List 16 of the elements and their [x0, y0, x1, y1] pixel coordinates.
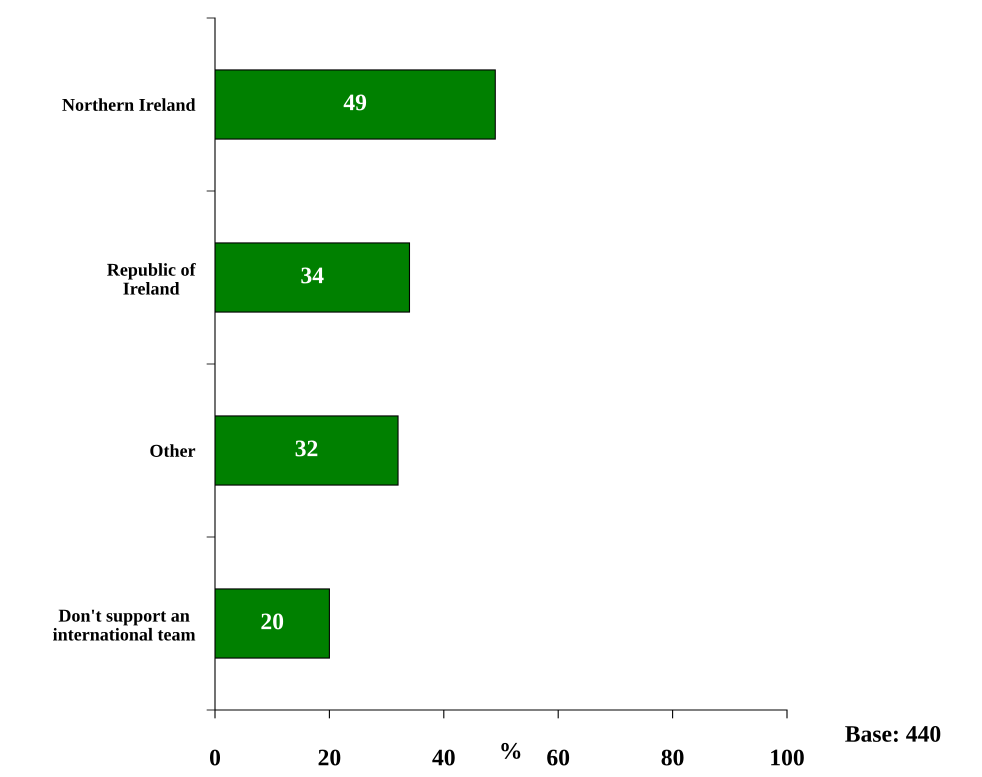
x-tick-label: 0: [210, 750, 220, 766]
text: Base: 440: [845, 726, 940, 742]
y-tick-label: Other: [150, 444, 196, 457]
x-tick-label: 20: [318, 750, 340, 766]
data-label: 34: [301, 268, 324, 284]
data-label: 32: [296, 440, 318, 456]
x-tick-label: 100: [771, 750, 804, 766]
data-label: 49: [344, 94, 366, 110]
x-tick-label: 60: [547, 750, 570, 766]
data-label: 20: [261, 613, 284, 630]
x-tick-label: 80: [662, 750, 684, 766]
y-tick-label: Republic of Ireland: [107, 262, 196, 295]
y-tick-label: Northern Ireland: [62, 98, 196, 111]
x-axis-title: %: [501, 742, 520, 759]
x-tick-label: 40: [432, 750, 455, 766]
y-tick-label: Don't support an international team: [53, 610, 196, 641]
